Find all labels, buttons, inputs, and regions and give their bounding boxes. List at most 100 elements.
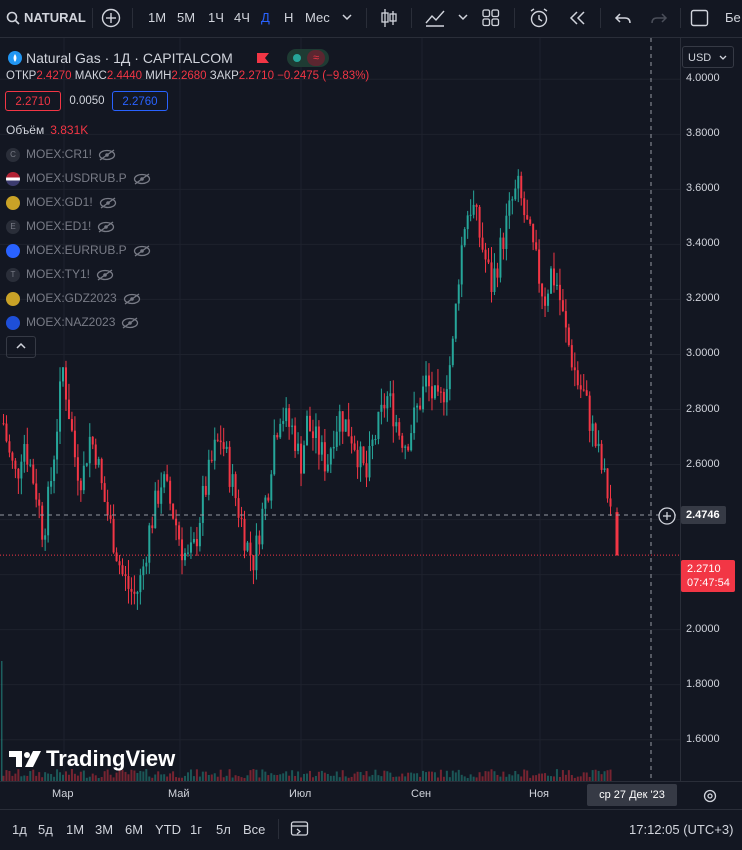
volume-bar	[35, 775, 38, 781]
range-ytd[interactable]: YTD	[155, 822, 181, 837]
top-toolbar: NATURAL 1М 5М 1Ч 4Ч Д Н Мес Бе	[0, 0, 742, 38]
eye-hidden-icon[interactable]	[123, 293, 141, 305]
eye-hidden-icon[interactable]	[97, 221, 115, 233]
volume-bar	[457, 769, 460, 781]
volume-bar	[505, 776, 508, 781]
interval-5m[interactable]: 5М	[177, 10, 196, 25]
volume-bar	[148, 776, 151, 781]
volume-bar	[216, 776, 219, 781]
candle-body	[469, 214, 472, 216]
volume-bar	[300, 777, 303, 781]
candle-body	[41, 505, 44, 540]
buy-price-button[interactable]: 2.2760	[112, 91, 168, 111]
volume-bar	[514, 770, 517, 781]
eye-hidden-icon[interactable]	[133, 173, 151, 185]
compare-symbol-row[interactable]: MOEX:GD1!	[6, 193, 117, 211]
eye-hidden-icon[interactable]	[99, 197, 117, 209]
last-price-value: 2.2710	[687, 563, 721, 575]
candle-body	[425, 375, 428, 387]
compare-symbol-row[interactable]: C MOEX:CR1!	[6, 145, 116, 163]
gas-flame-icon	[8, 51, 22, 65]
eye-hidden-icon[interactable]	[96, 269, 114, 281]
volume-bar	[195, 769, 198, 781]
volume-bar	[490, 769, 493, 781]
interval-1h[interactable]: 1Ч	[208, 10, 224, 25]
brand-name: TradingView	[46, 746, 176, 771]
layout-grid-icon[interactable]	[482, 9, 500, 27]
range-3m[interactable]: 3М	[95, 822, 114, 837]
range-5y[interactable]: 5л	[216, 822, 231, 837]
redo-icon[interactable]	[650, 9, 668, 27]
compare-symbol-row[interactable]: E MOEX:ED1!	[6, 217, 115, 235]
volume-bar	[62, 774, 64, 781]
range-1m[interactable]: 1М	[66, 822, 85, 837]
fullscreen-icon[interactable]	[690, 9, 710, 27]
candle-body	[332, 446, 335, 449]
open-label: ОТКР	[6, 70, 37, 82]
settings-gear-icon[interactable]	[702, 788, 718, 804]
eye-hidden-icon[interactable]	[121, 317, 139, 329]
range-1d[interactable]: 1д	[12, 822, 27, 837]
currency-selector[interactable]: USD	[682, 46, 734, 68]
candle-body	[591, 423, 594, 431]
compare-symbol-row[interactable]: T MOEX:TY1!	[6, 265, 114, 283]
compare-symbol-row[interactable]: MOEX:USDRUB.P	[6, 169, 151, 187]
undo-icon[interactable]	[614, 9, 632, 27]
interval-month[interactable]: Мес	[305, 10, 330, 25]
range-6m[interactable]: 6М	[125, 822, 144, 837]
volume-bar	[82, 770, 85, 781]
volume-bar	[317, 771, 320, 781]
tradingview-logo[interactable]: TradingView	[8, 746, 175, 772]
toolbar-cut-label[interactable]: Бе	[725, 10, 741, 25]
gas-flame-icon	[6, 315, 20, 330]
candle-body	[362, 446, 365, 464]
volume-bar	[294, 775, 297, 781]
candle-body	[210, 459, 213, 461]
eye-hidden-icon[interactable]	[98, 149, 116, 161]
time-axis[interactable]	[0, 781, 742, 810]
range-1y[interactable]: 1г	[190, 822, 202, 837]
chevron-down-icon[interactable]	[342, 14, 352, 22]
volume-bar	[532, 775, 535, 781]
crosshair-add-icon[interactable]	[657, 506, 677, 526]
candle-body	[392, 393, 395, 427]
volume-bar	[380, 776, 383, 781]
interval-4h[interactable]: 4Ч	[234, 10, 250, 25]
goto-date-icon[interactable]	[290, 819, 310, 837]
candle-body	[389, 393, 392, 397]
price-chart[interactable]	[0, 38, 742, 781]
crosshair-date-label: ср 27 Дек '23	[587, 784, 677, 806]
price-axis[interactable]	[680, 38, 742, 781]
eye-hidden-icon[interactable]	[133, 245, 151, 257]
volume-bar	[192, 776, 195, 781]
compare-add-icon[interactable]	[101, 8, 121, 28]
volume-bar	[413, 773, 416, 781]
compare-symbol-row[interactable]: MOEX:NAZ2023	[6, 313, 139, 331]
compare-symbol-row[interactable]: MOEX:GDZ2023	[6, 289, 141, 307]
flag-icon[interactable]	[256, 52, 270, 64]
range-5d[interactable]: 5д	[38, 822, 53, 837]
range-all[interactable]: Все	[243, 822, 266, 837]
compare-symbol-row[interactable]: MOEX:EURRUB.P	[6, 241, 151, 259]
sell-price-button[interactable]: 2.2710	[5, 91, 61, 111]
indicators-icon[interactable]	[424, 8, 446, 28]
volume-bar	[511, 775, 514, 781]
volume-bar	[344, 776, 347, 781]
clock[interactable]: 17:12:05 (UTC+3)	[629, 822, 734, 837]
alert-clock-icon[interactable]	[528, 7, 550, 29]
market-status-badge[interactable]: ≈	[287, 49, 329, 67]
interval-day[interactable]: Д	[261, 10, 270, 25]
symbol-name[interactable]: NATURAL	[24, 10, 86, 25]
chevron-down-icon[interactable]	[458, 14, 468, 22]
candle-body	[38, 499, 41, 506]
collapse-legend-button[interactable]	[6, 336, 36, 358]
replay-icon[interactable]	[568, 10, 586, 26]
volume-bar	[478, 772, 481, 781]
interval-1m[interactable]: 1М	[148, 10, 167, 25]
search-icon[interactable]	[6, 11, 20, 25]
chart-pane[interactable]	[0, 38, 742, 781]
interval-week[interactable]: Н	[284, 10, 294, 25]
volume-bar	[547, 775, 550, 781]
candles-icon[interactable]	[380, 8, 398, 28]
volume-bar	[38, 772, 41, 781]
